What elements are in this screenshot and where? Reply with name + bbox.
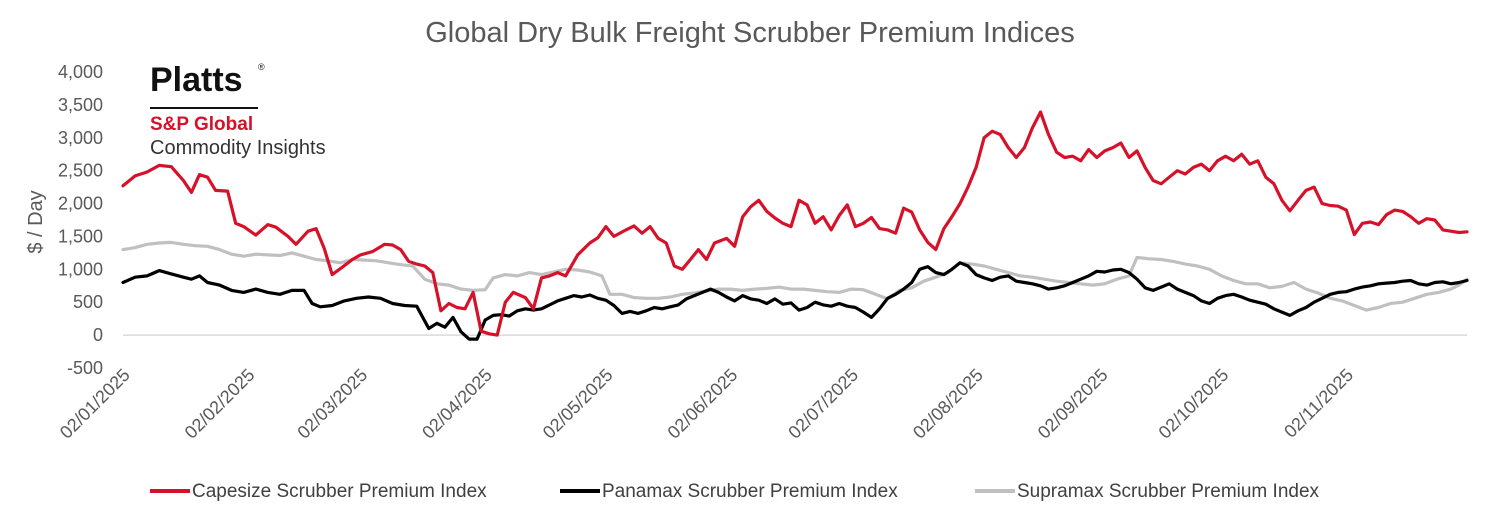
x-tick-label: 02/08/2025	[909, 365, 987, 443]
platts-logo: Platts ® S&P Global Commodity Insights	[150, 61, 326, 159]
x-tick-label: 02/03/2025	[293, 365, 371, 443]
legend-label: Supramax Scrubber Premium Index	[1017, 481, 1320, 502]
y-tick-label: 0	[93, 325, 103, 345]
chart-title: Global Dry Bulk Freight Scrubber Premium…	[425, 17, 1075, 49]
x-tick-label: 02/05/2025	[539, 365, 617, 443]
y-tick-label: 2,500	[58, 161, 103, 181]
logo-brand: Platts	[150, 61, 243, 99]
legend: Capesize Scrubber Premium Index Panamax S…	[150, 481, 1320, 502]
logo-registered-mark: ®	[258, 62, 265, 72]
x-tick-label: 02/02/2025	[181, 365, 259, 443]
legend-label: Panamax Scrubber Premium Index	[602, 481, 898, 502]
y-tick-label: 3,500	[58, 95, 103, 115]
y-tick-label: 1,500	[58, 226, 103, 246]
y-tick-label: 4,000	[58, 62, 103, 82]
logo-sp-global: S&P Global	[150, 114, 253, 135]
y-axis-ticks: -500 0 500 1,000 1,500 2,000 2,500 3,000 3,500 4,…	[58, 62, 103, 378]
x-axis-ticks: 02/01/2025 02/02/2025 02/03/2025 02/04/2025…	[56, 365, 1357, 443]
x-tick-label: 02/07/2025	[784, 365, 862, 443]
x-tick-label: 02/04/2025	[418, 365, 496, 443]
y-tick-label: 2,000	[58, 194, 103, 214]
x-tick-label: 02/06/2025	[664, 365, 742, 443]
x-tick-label: 02/09/2025	[1034, 365, 1112, 443]
legend-label: Capesize Scrubber Premium Index	[192, 481, 487, 502]
series-line-panamax	[121, 261, 1469, 341]
y-tick-label: 3,000	[58, 128, 103, 148]
y-tick-label: 1,000	[58, 259, 103, 279]
y-axis-label: $ / Day	[25, 190, 47, 253]
logo-commodity-insights: Commodity Insights	[150, 137, 326, 159]
y-tick-label: -500	[67, 358, 103, 378]
x-tick-label: 02/10/2025	[1155, 365, 1233, 443]
series-line-capesize	[121, 110, 1469, 337]
x-tick-label: 02/11/2025	[1280, 365, 1357, 442]
series-lines	[121, 110, 1469, 341]
y-tick-label: 500	[73, 292, 103, 312]
